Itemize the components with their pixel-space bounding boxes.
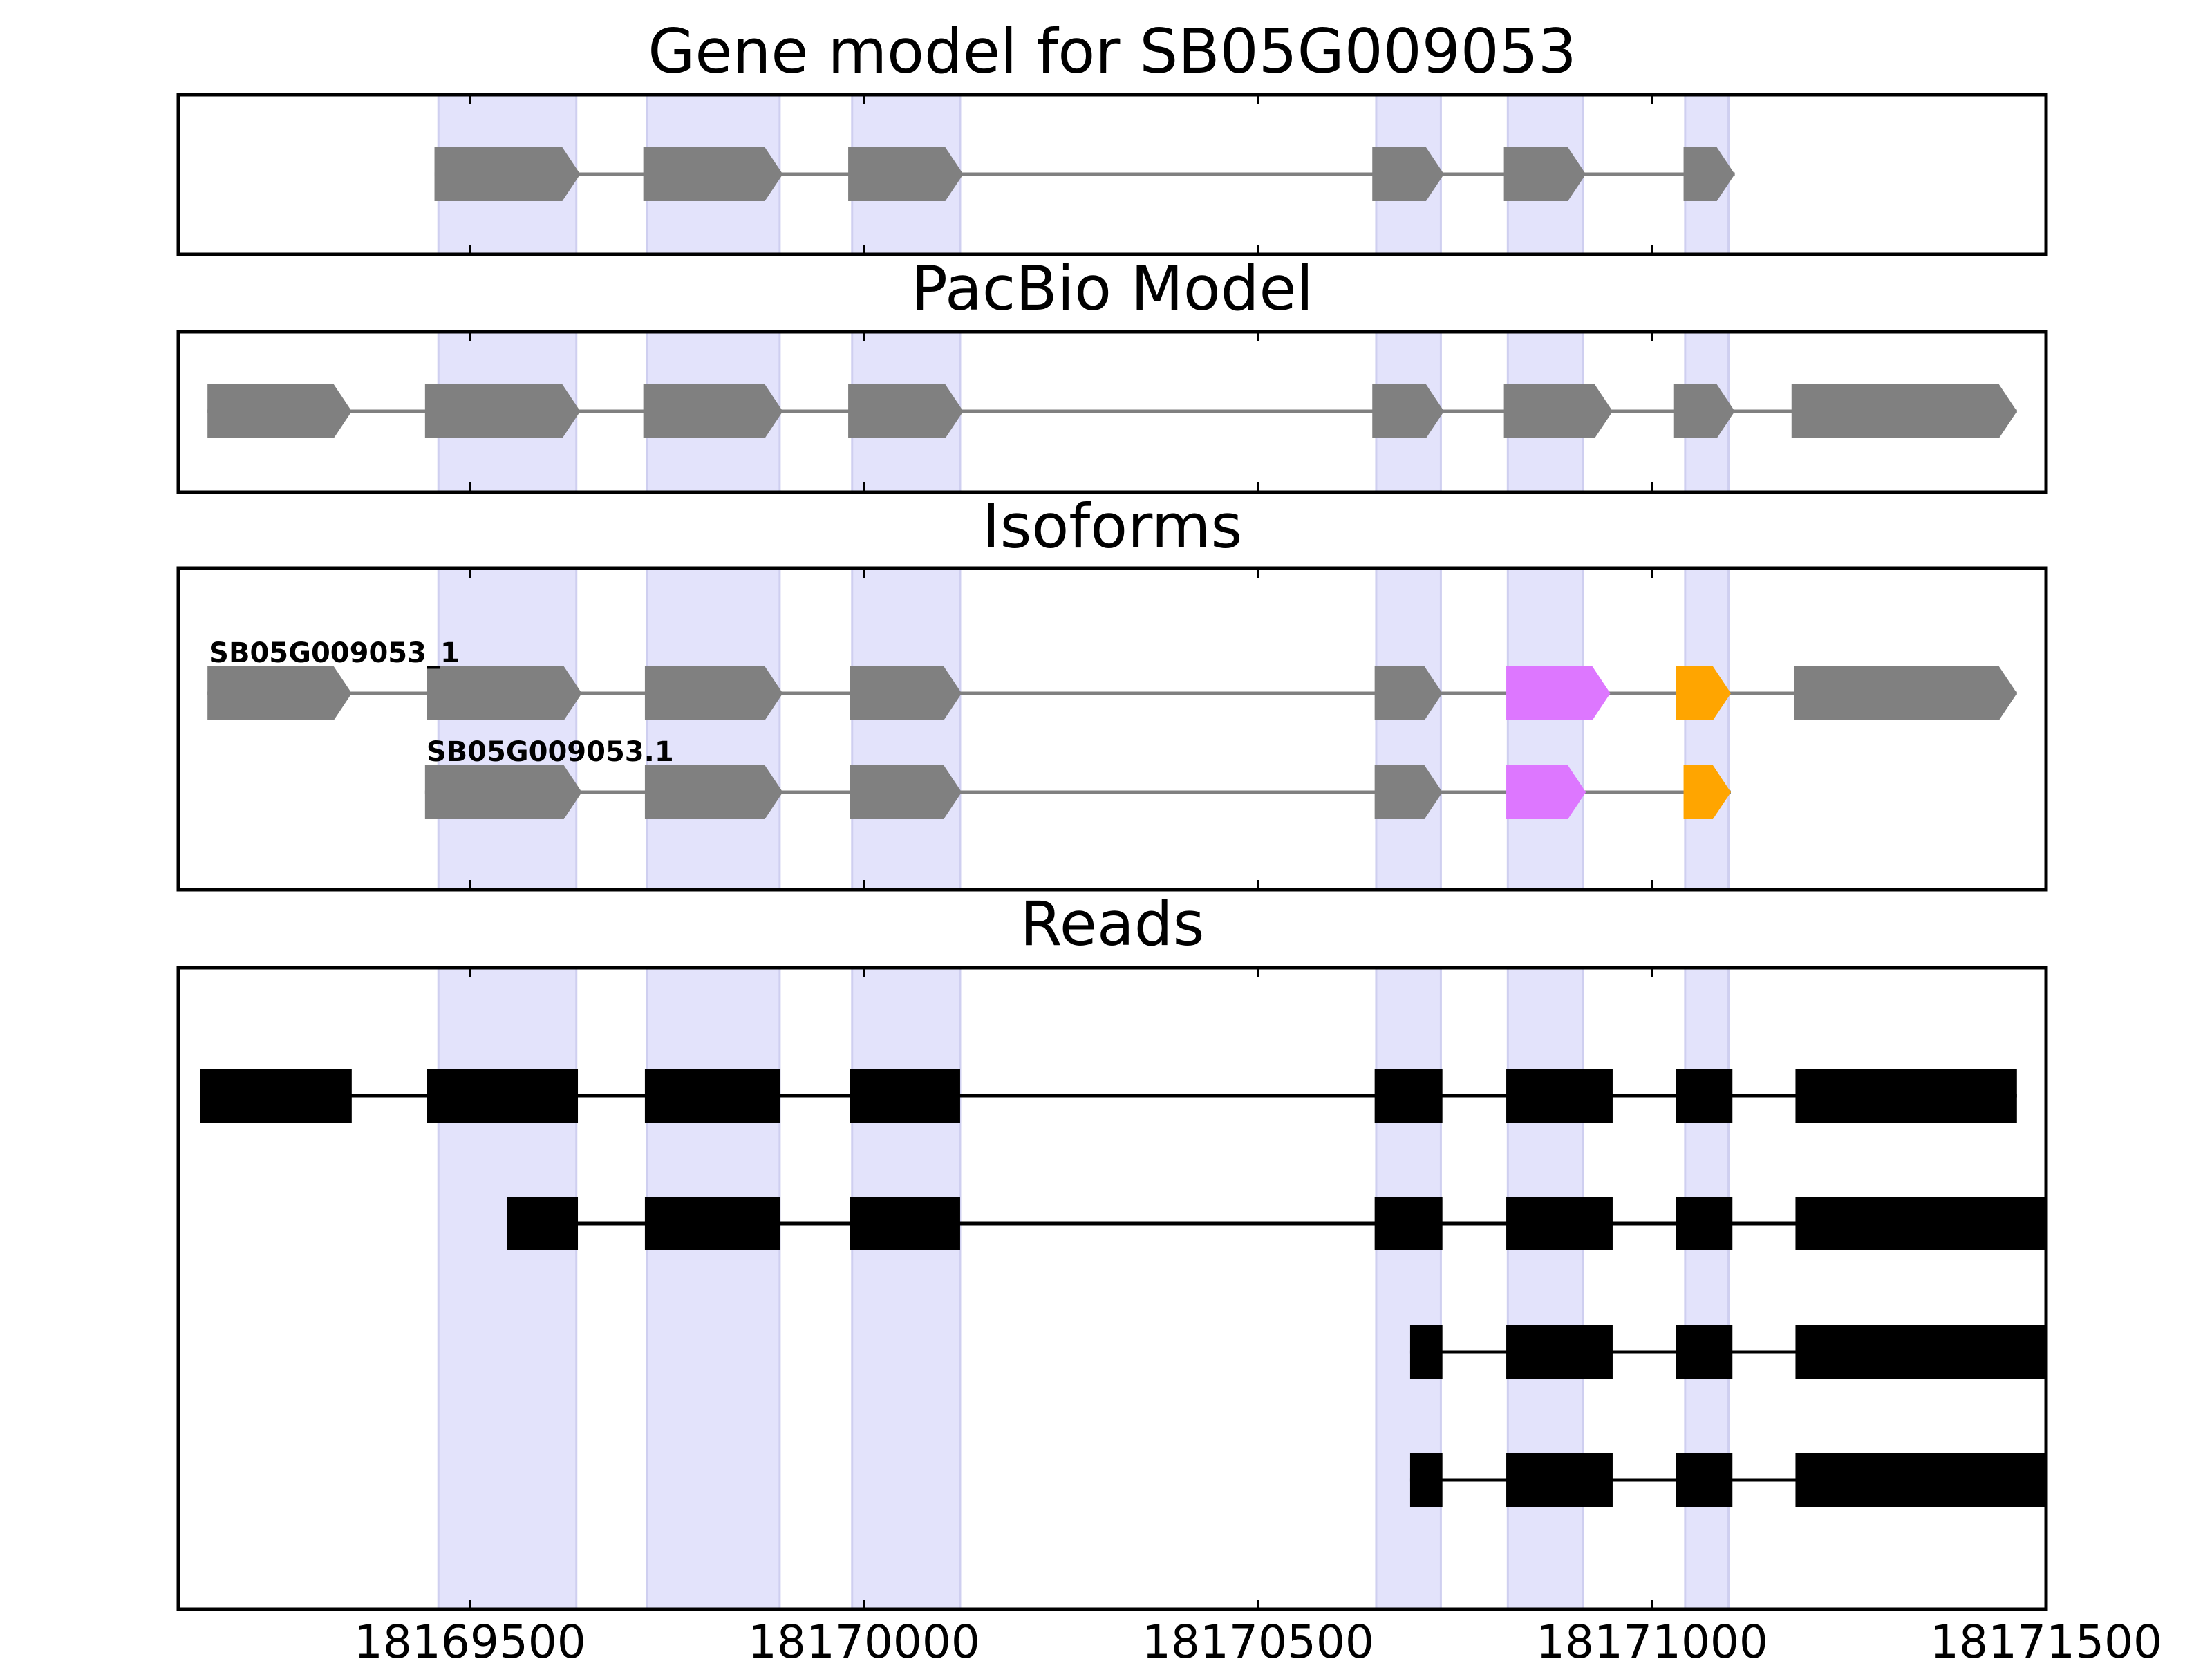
x-tick-label: 18170000 <box>748 1615 980 1659</box>
x-tick-label: 18171500 <box>1930 1615 2162 1659</box>
read-block <box>507 1197 579 1250</box>
panel-frame <box>176 966 2048 1611</box>
x-tick-label: 18170500 <box>1142 1615 1374 1659</box>
read-block <box>1676 1453 1733 1507</box>
isoform-label: SB05G009053.1 <box>427 736 674 768</box>
exon-arrow <box>643 384 783 438</box>
read-block <box>1795 1197 2046 1250</box>
exon-arrow <box>1374 666 1443 720</box>
exon-arrow <box>850 765 962 819</box>
exon-arrow <box>1372 147 1444 201</box>
read-block <box>1676 1069 1733 1123</box>
panel-reads: Reads <box>176 888 2048 1611</box>
exon-arrow <box>1791 384 2017 438</box>
exon-arrow <box>207 666 352 720</box>
highlight-band <box>1506 567 1584 891</box>
track <box>1409 1325 2046 1379</box>
panel-gene-model: Gene model for SB05G009053 <box>176 16 2048 256</box>
read-block <box>644 1197 781 1250</box>
highlight-band <box>851 966 962 1611</box>
x-axis-ticks: 18169500 18170000 18170500 18171000 18171500 <box>354 1615 2162 1659</box>
read-block <box>1409 1453 1443 1507</box>
read-block <box>1374 1197 1443 1250</box>
exon-arrow <box>1506 666 1611 720</box>
highlight-bands <box>437 567 1730 891</box>
exon-arrow <box>848 147 964 201</box>
track <box>207 384 2017 438</box>
read-block <box>200 1069 352 1123</box>
highlight-band <box>437 567 578 891</box>
track: SB05G009053_1 <box>207 637 2017 720</box>
panel-frame <box>176 93 2048 256</box>
panel-pacbio-model: PacBio Model <box>176 253 2048 494</box>
exon-arrow <box>1372 384 1444 438</box>
read-block <box>1795 1069 2017 1123</box>
exon-arrow <box>1683 765 1731 819</box>
exon-arrow <box>644 765 783 819</box>
panel-title: Isoforms <box>982 491 1243 562</box>
read-block <box>1676 1197 1733 1250</box>
read-block <box>1506 1453 1613 1507</box>
highlight-band <box>1375 966 1442 1611</box>
read-block <box>1506 1325 1613 1379</box>
x-tick-label: 18171000 <box>1536 1615 1768 1659</box>
read-block <box>644 1069 781 1123</box>
read-block <box>1795 1325 2046 1379</box>
track: SB05G009053.1 <box>424 736 1731 819</box>
read-block <box>1506 1069 1613 1123</box>
read-block <box>1676 1325 1733 1379</box>
highlight-bands <box>437 966 1730 1611</box>
track <box>200 1069 2017 1123</box>
read-block <box>1374 1069 1443 1123</box>
exon-arrow <box>643 147 783 201</box>
exon-arrow <box>207 384 352 438</box>
panel-title: Gene model for SB05G009053 <box>648 16 1577 87</box>
exon-arrow <box>1374 765 1443 819</box>
highlight-band <box>1375 567 1442 891</box>
highlight-band <box>1506 966 1584 1611</box>
exon-arrow <box>1676 666 1731 720</box>
highlight-band <box>1684 966 1730 1611</box>
read-block <box>1795 1453 2046 1507</box>
exon-arrow <box>848 384 964 438</box>
exon-arrow <box>1503 384 1613 438</box>
panel-frame <box>176 566 2048 892</box>
x-tick-label: 18169500 <box>354 1615 586 1659</box>
read-block <box>1409 1325 1443 1379</box>
exon-arrow <box>427 666 582 720</box>
exon-arrow <box>1503 147 1586 201</box>
isoform-label: SB05G009053_1 <box>209 637 460 669</box>
panels-layer: Gene model for SB05G009053 PacBio Model Is… <box>176 16 2048 1611</box>
exon-arrow <box>1794 666 2017 720</box>
highlight-band <box>437 966 578 1611</box>
exon-arrow <box>424 384 581 438</box>
highlight-band <box>646 966 781 1611</box>
track <box>507 1197 2046 1250</box>
highlight-band <box>646 567 781 891</box>
panel-title: Reads <box>1020 888 1205 959</box>
exon-arrow <box>424 765 582 819</box>
highlight-band <box>1684 567 1730 891</box>
exon-arrow <box>1683 147 1735 201</box>
exon-arrow <box>850 666 962 720</box>
read-block <box>1506 1197 1613 1250</box>
track <box>1409 1453 2046 1507</box>
panel-frame <box>176 330 2048 494</box>
read-block <box>850 1069 960 1123</box>
exon-arrow <box>434 147 581 201</box>
read-block <box>850 1197 960 1250</box>
exon-arrow <box>1673 384 1735 438</box>
read-block <box>427 1069 579 1123</box>
exon-arrow <box>644 666 783 720</box>
track <box>434 147 1735 201</box>
exon-arrow <box>1506 765 1586 819</box>
panel-isoforms: Isoforms SB05G009053_1 SB05G009053.1 <box>176 491 2048 892</box>
highlight-band <box>851 567 962 891</box>
panel-title: PacBio Model <box>911 253 1313 324</box>
